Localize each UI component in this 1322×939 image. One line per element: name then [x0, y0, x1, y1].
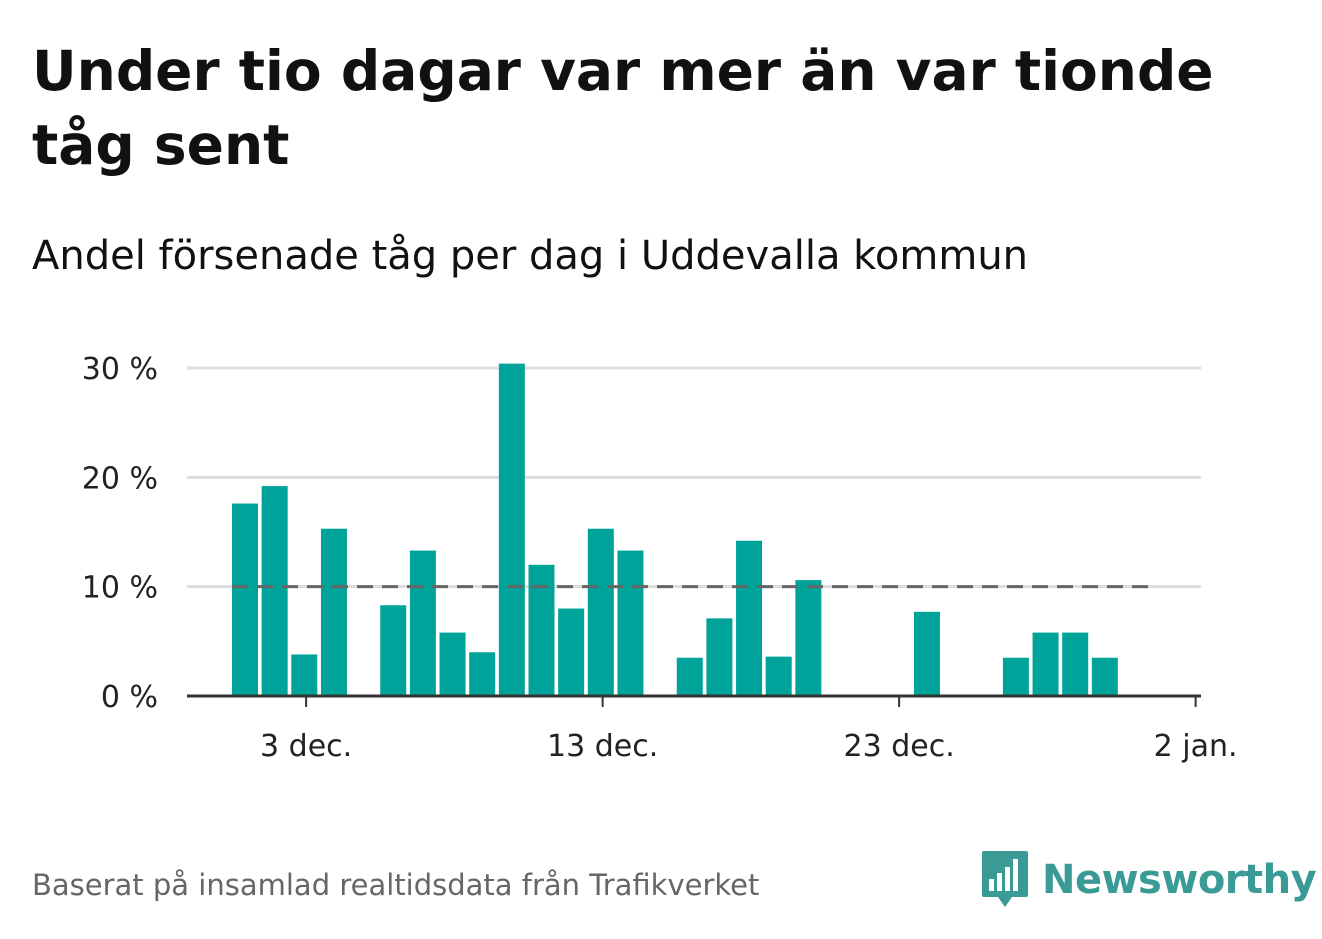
chart-subtitle: Andel försenade tåg per dag i Uddevalla … — [32, 233, 1029, 279]
bar — [469, 652, 496, 696]
x-tick-label: 3 dec. — [260, 729, 352, 764]
bar — [1032, 632, 1059, 696]
y-axis-tick-labels: 0 % 10 % 20 % 30 % — [82, 352, 158, 715]
bar — [676, 657, 703, 696]
bar — [617, 550, 644, 696]
bar — [232, 503, 258, 696]
y-tick-label: 10 % — [82, 571, 158, 606]
x-tick-label: 2 jan. — [1154, 729, 1238, 764]
bar — [558, 608, 585, 696]
bar — [291, 654, 318, 696]
bar — [1062, 632, 1089, 696]
x-tick-label: 13 dec. — [547, 729, 658, 764]
bar — [587, 528, 614, 696]
bar — [795, 580, 822, 696]
bar — [439, 632, 466, 696]
newsworthy-logo-icon — [982, 851, 1028, 907]
bar — [528, 564, 555, 696]
bar — [320, 528, 347, 696]
logo-text: Newsworthy — [1042, 857, 1317, 903]
y-tick-label: 20 % — [82, 461, 158, 496]
newsworthy-logo: Newsworthy — [980, 848, 1317, 912]
chart-title: Under tio dagar var mer än var tionde tå… — [32, 39, 1214, 177]
bar — [765, 656, 792, 696]
bar — [1091, 657, 1118, 696]
y-tick-label: 30 % — [82, 352, 158, 387]
y-tick-label: 0 % — [101, 680, 158, 715]
bar — [913, 611, 940, 696]
x-axis — [187, 694, 1201, 707]
bar — [736, 540, 763, 696]
bar — [706, 618, 733, 696]
bar — [409, 550, 436, 696]
source-note: Baserat på insamlad realtidsdata från Tr… — [32, 868, 760, 902]
x-tick-label: 23 dec. — [844, 729, 955, 764]
bar — [1002, 657, 1029, 696]
bars — [232, 363, 1118, 696]
bar — [380, 605, 407, 696]
bar — [498, 363, 525, 696]
x-axis-tick-labels: 3 dec. 13 dec. 23 dec. 2 jan. — [260, 729, 1238, 764]
bar — [261, 486, 288, 696]
